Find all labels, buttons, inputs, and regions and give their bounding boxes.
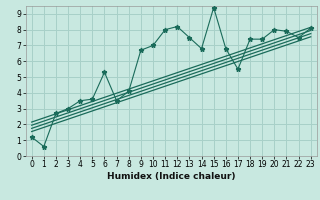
X-axis label: Humidex (Indice chaleur): Humidex (Indice chaleur) [107,172,236,181]
